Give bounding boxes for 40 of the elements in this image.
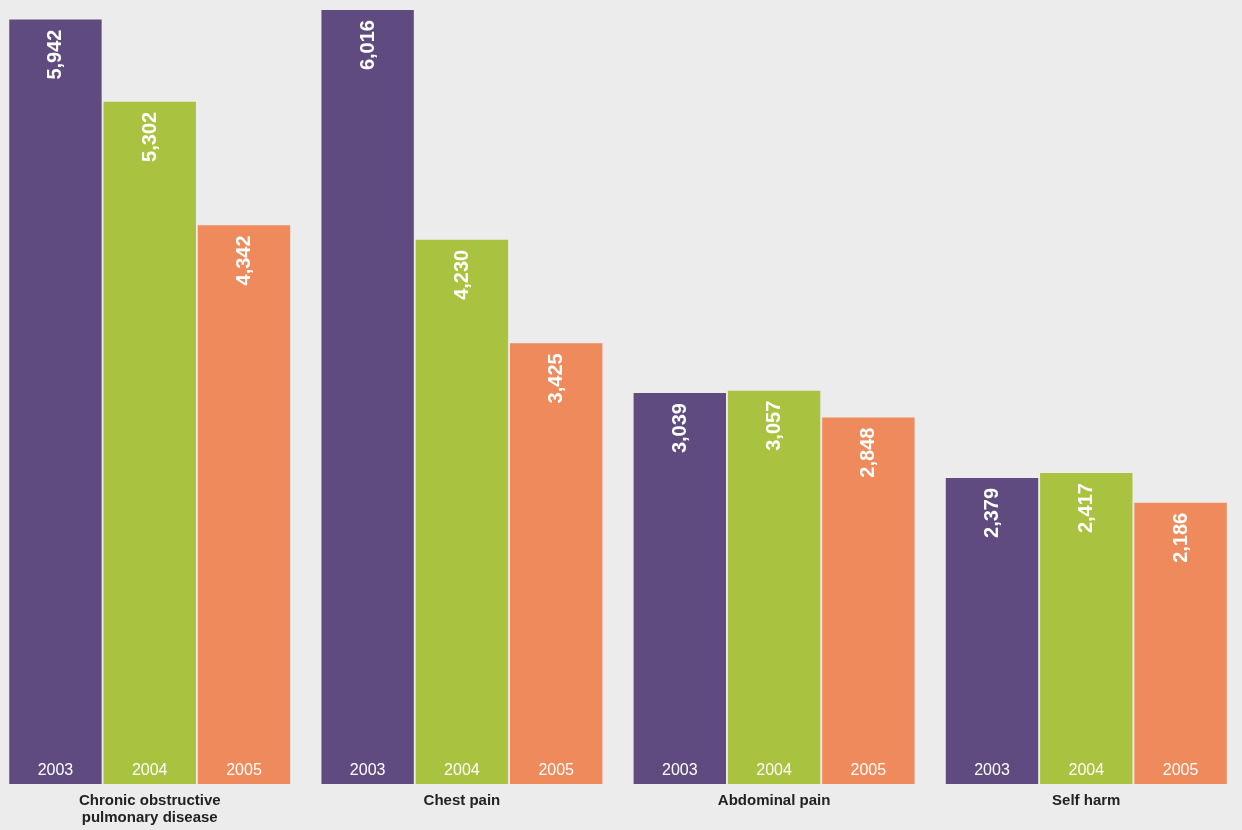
text: 2003 xyxy=(974,761,1010,778)
text: 2005 xyxy=(850,761,887,778)
series-label: 2005 xyxy=(226,761,262,778)
data-label: 3,057 xyxy=(762,400,785,451)
bar xyxy=(509,343,603,784)
bar xyxy=(633,393,727,784)
data-label: 3,425 xyxy=(544,353,567,404)
bar xyxy=(1040,473,1133,784)
data-label: 4,342 xyxy=(232,235,255,286)
text: 2005 xyxy=(1162,761,1199,778)
text: 2003 xyxy=(662,761,698,778)
text: 2004 xyxy=(756,761,792,778)
data-label: 4,230 xyxy=(449,249,472,300)
x-tick-label: Chest pain xyxy=(423,790,501,808)
data-label: 5,302 xyxy=(137,111,160,162)
bar xyxy=(822,417,915,784)
bar xyxy=(945,477,1039,784)
text: 2004 xyxy=(1068,761,1105,778)
text: 2005 xyxy=(538,761,574,778)
data-label: 2,417 xyxy=(1074,483,1097,534)
data-label: 2,186 xyxy=(1168,512,1191,563)
data-label: 2,379 xyxy=(979,487,1002,538)
bar xyxy=(727,390,821,784)
bar xyxy=(415,239,509,784)
bar xyxy=(197,225,291,784)
text: 2003 xyxy=(349,761,386,778)
bar xyxy=(1134,502,1227,784)
data-label: 2,848 xyxy=(856,427,879,478)
series-label: 2004 xyxy=(131,761,168,778)
bar xyxy=(103,101,196,784)
data-label: 5,942 xyxy=(43,29,66,80)
data-label: 3,039 xyxy=(667,403,690,454)
text: 2004 xyxy=(444,761,480,778)
bar xyxy=(321,10,414,784)
bar xyxy=(9,19,102,784)
data-label: 6,016 xyxy=(355,20,378,71)
x-tick-label: Self harm xyxy=(1052,790,1121,808)
series-label: 2003 xyxy=(37,761,74,778)
x-tick-label: Chronic obstructive pulmonary disease xyxy=(78,790,221,825)
x-tick-label: Abdominal pain xyxy=(717,790,831,808)
